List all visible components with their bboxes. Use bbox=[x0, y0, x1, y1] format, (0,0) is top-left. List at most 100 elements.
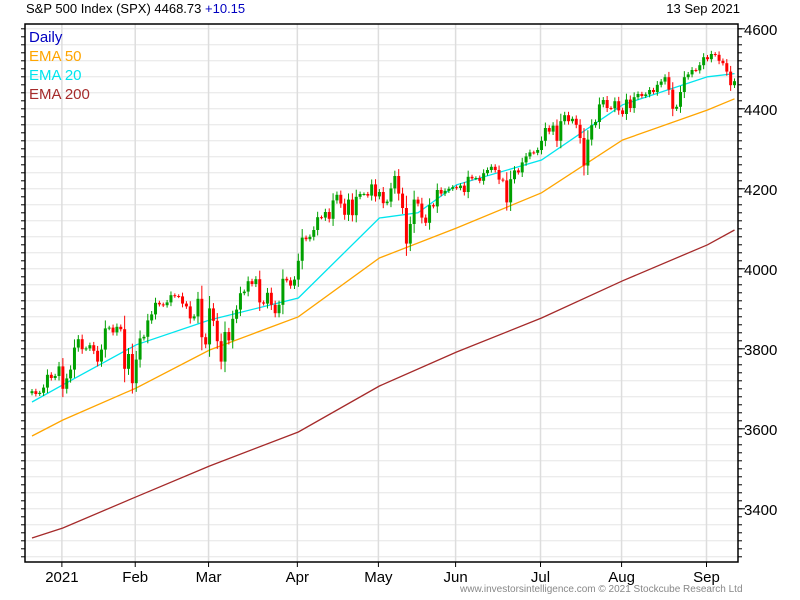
candle bbox=[154, 297, 158, 320]
candle-body bbox=[130, 354, 134, 384]
candle-body bbox=[671, 89, 675, 109]
candle bbox=[254, 276, 258, 288]
candle-body bbox=[435, 190, 439, 207]
candle-body bbox=[96, 350, 100, 362]
candle-body bbox=[721, 60, 725, 64]
candle bbox=[420, 197, 424, 224]
candle-body bbox=[497, 170, 501, 180]
candle-body bbox=[640, 94, 644, 96]
candle-body bbox=[389, 188, 393, 202]
candle-body bbox=[493, 166, 497, 170]
candle bbox=[385, 199, 389, 206]
candle-body bbox=[551, 125, 555, 132]
ema-line-ema20 bbox=[31, 72, 735, 403]
candle-body bbox=[682, 77, 686, 92]
candle-body bbox=[107, 327, 111, 329]
candle-body bbox=[605, 100, 609, 108]
candle-body bbox=[404, 208, 408, 244]
candle bbox=[578, 119, 582, 144]
candle-body bbox=[694, 70, 698, 71]
candle-body bbox=[269, 292, 273, 305]
candle bbox=[586, 130, 590, 175]
candle bbox=[235, 305, 239, 324]
candle bbox=[628, 95, 632, 113]
candle bbox=[138, 330, 142, 368]
candle bbox=[335, 191, 339, 204]
candle-body bbox=[393, 176, 397, 189]
candle-body bbox=[528, 152, 532, 157]
candle bbox=[617, 96, 621, 115]
candle-body bbox=[470, 176, 474, 179]
candle-body bbox=[262, 302, 266, 304]
candle-body bbox=[698, 65, 702, 71]
candle bbox=[119, 324, 123, 332]
candle bbox=[157, 300, 161, 307]
x-tick-label: 2021 bbox=[45, 569, 78, 586]
candle-body bbox=[424, 217, 428, 223]
candle-body bbox=[420, 203, 424, 218]
candle bbox=[343, 198, 347, 220]
candle-body bbox=[49, 374, 53, 378]
candle bbox=[408, 216, 412, 252]
candle-body bbox=[408, 224, 412, 244]
candle-body bbox=[555, 125, 559, 141]
candle bbox=[350, 193, 354, 222]
candle-body bbox=[624, 99, 628, 114]
candle-body bbox=[72, 347, 76, 370]
candle-body bbox=[138, 338, 142, 360]
candle-body bbox=[354, 196, 358, 216]
y-tick-label: 4200 bbox=[744, 182, 777, 199]
candle bbox=[632, 92, 636, 113]
candle bbox=[513, 166, 516, 184]
candle bbox=[485, 167, 489, 176]
candle bbox=[219, 333, 223, 370]
candle-body bbox=[350, 199, 354, 216]
candle-body bbox=[285, 278, 289, 281]
candle-body bbox=[706, 57, 709, 60]
candle-body bbox=[30, 391, 34, 394]
candle bbox=[130, 343, 134, 394]
candle-body bbox=[366, 194, 370, 196]
candle-body bbox=[300, 237, 304, 261]
candle-body bbox=[733, 81, 737, 86]
candle-body bbox=[455, 187, 459, 189]
candle-body bbox=[273, 304, 277, 314]
candle-body bbox=[609, 108, 613, 109]
candle-body bbox=[231, 318, 235, 341]
candle-body bbox=[547, 128, 551, 132]
candle-body bbox=[702, 57, 706, 66]
candle bbox=[690, 67, 694, 78]
candle bbox=[69, 365, 73, 383]
candle bbox=[273, 300, 277, 318]
candle bbox=[196, 291, 200, 324]
candle bbox=[327, 208, 331, 223]
candle-body bbox=[713, 54, 717, 55]
candle bbox=[289, 277, 293, 289]
candle-body bbox=[594, 122, 598, 126]
candle bbox=[709, 50, 713, 63]
candle-body bbox=[161, 304, 165, 306]
candle-body bbox=[84, 348, 88, 350]
candle-body bbox=[308, 236, 312, 240]
candle bbox=[177, 294, 181, 299]
candle bbox=[227, 327, 231, 345]
candle bbox=[431, 203, 435, 209]
candle bbox=[339, 190, 343, 208]
candle bbox=[184, 301, 188, 309]
candle-body bbox=[61, 366, 65, 389]
candle bbox=[358, 191, 362, 200]
candle-body bbox=[157, 302, 161, 305]
candle bbox=[107, 325, 111, 331]
candle bbox=[651, 87, 655, 95]
candle bbox=[536, 147, 540, 156]
candle-body bbox=[296, 260, 300, 280]
candle-body bbox=[115, 326, 119, 333]
candle-body bbox=[204, 337, 208, 345]
y-tick-label: 4400 bbox=[744, 102, 777, 119]
candle-body bbox=[192, 316, 196, 319]
candle bbox=[92, 341, 96, 355]
y-tick-label: 4000 bbox=[744, 262, 777, 279]
candle-body bbox=[370, 184, 374, 196]
candle bbox=[103, 320, 107, 358]
candle-body bbox=[281, 278, 285, 305]
